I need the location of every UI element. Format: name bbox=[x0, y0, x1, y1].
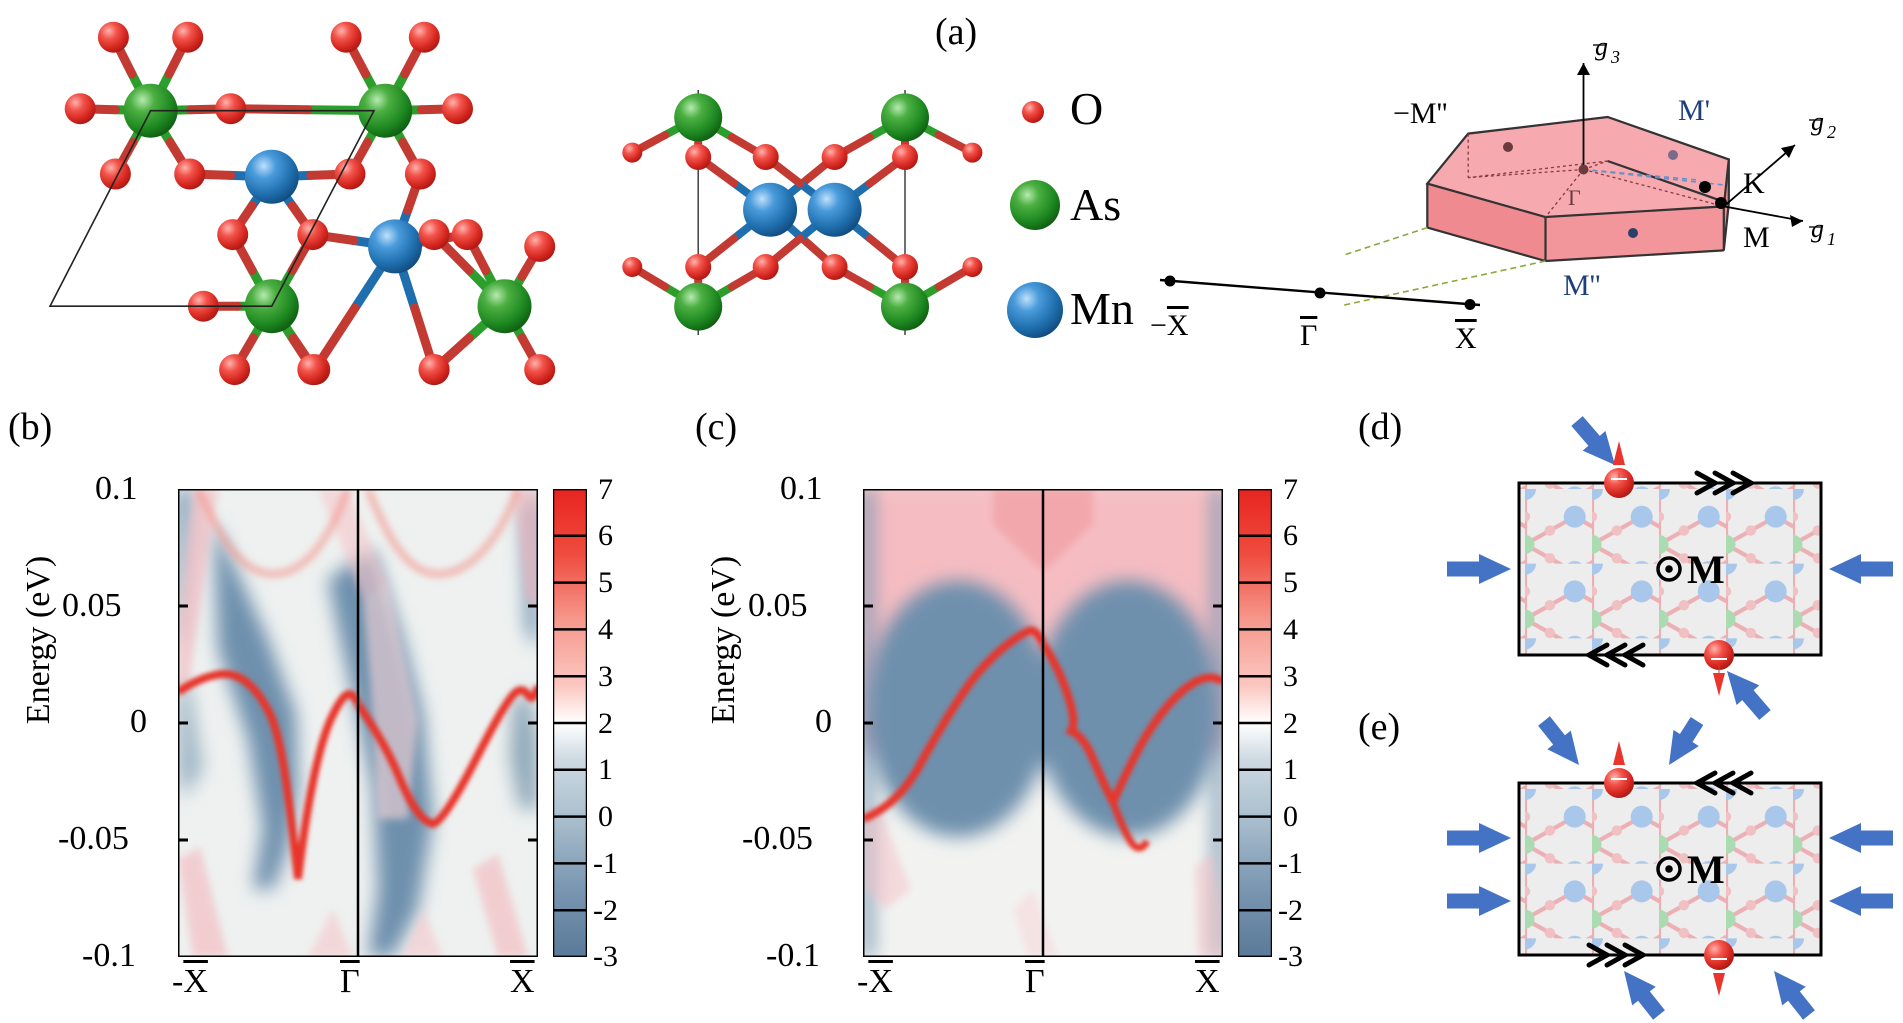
svg-text:g: g bbox=[1811, 107, 1824, 136]
svg-text:K: K bbox=[1743, 167, 1765, 200]
svg-text:Γ: Γ bbox=[1568, 185, 1581, 210]
svg-text:3: 3 bbox=[1610, 47, 1620, 67]
svg-text:2: 2 bbox=[1827, 122, 1836, 142]
svg-text:Γ: Γ bbox=[1300, 319, 1317, 350]
svg-text:M'': M'' bbox=[1563, 269, 1601, 302]
svg-text:M: M bbox=[1687, 847, 1725, 892]
svg-text:1: 1 bbox=[1827, 229, 1836, 249]
svg-text:M': M' bbox=[1678, 94, 1710, 127]
svg-text:M: M bbox=[1687, 547, 1725, 592]
svg-text:g: g bbox=[1811, 214, 1824, 243]
svg-text:g: g bbox=[1595, 32, 1608, 61]
svg-text:−M'': −M'' bbox=[1393, 97, 1447, 130]
svg-text:X: X bbox=[1455, 322, 1477, 350]
svg-text:−X: −X bbox=[1150, 309, 1189, 342]
svg-text:M: M bbox=[1743, 221, 1770, 254]
